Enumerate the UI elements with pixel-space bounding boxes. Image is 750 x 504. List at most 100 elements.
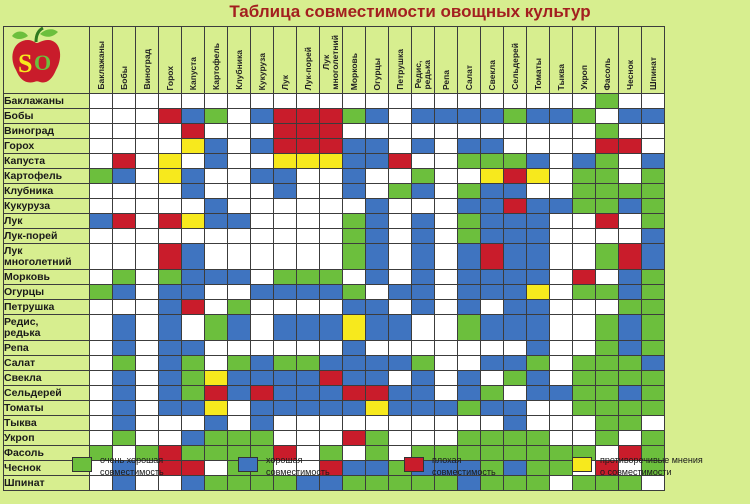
compatibility-cell xyxy=(273,153,297,169)
column-header: Огурцы xyxy=(365,26,389,94)
compatibility-cell xyxy=(641,93,665,109)
compatibility-cell xyxy=(411,108,435,124)
compatibility-cell xyxy=(572,314,596,341)
compatibility-cell xyxy=(227,108,251,124)
compatibility-cell xyxy=(641,123,665,139)
compatibility-cell xyxy=(89,314,113,341)
compatibility-cell xyxy=(457,400,481,416)
compatibility-cell xyxy=(595,299,619,315)
compatibility-cell xyxy=(273,284,297,300)
compatibility-cell xyxy=(227,138,251,154)
legend-swatch-very-good xyxy=(72,457,92,472)
compatibility-cell xyxy=(434,168,458,184)
compatibility-cell xyxy=(503,400,527,416)
compatibility-cell xyxy=(411,415,435,431)
compatibility-cell xyxy=(365,460,389,476)
compatibility-cell xyxy=(273,385,297,401)
row-header-label: Салат xyxy=(3,355,90,371)
compatibility-cell xyxy=(296,138,320,154)
compatibility-cell xyxy=(112,385,136,401)
compatibility-cell xyxy=(641,385,665,401)
compatibility-cell xyxy=(503,299,527,315)
compatibility-cell xyxy=(388,385,412,401)
compatibility-cell xyxy=(641,228,665,244)
compatibility-cell xyxy=(549,314,573,341)
column-header-label: Салат xyxy=(463,64,474,90)
table-corner xyxy=(3,26,90,94)
compatibility-cell xyxy=(89,385,113,401)
compatibility-cell xyxy=(434,198,458,214)
compatibility-cell xyxy=(572,138,596,154)
compatibility-cell xyxy=(135,108,159,124)
compatibility-cell xyxy=(319,385,343,401)
compatibility-cell xyxy=(549,385,573,401)
column-header: Свекла xyxy=(480,26,504,94)
column-header-label: Виноград xyxy=(141,49,152,90)
compatibility-cell xyxy=(181,153,205,169)
compatibility-cell xyxy=(572,123,596,139)
compatibility-cell xyxy=(250,138,274,154)
compatibility-cell xyxy=(365,314,389,341)
compatibility-cell xyxy=(273,123,297,139)
compatibility-cell xyxy=(411,284,435,300)
compatibility-cell xyxy=(411,370,435,386)
compatibility-cell xyxy=(135,370,159,386)
compatibility-cell xyxy=(89,183,113,199)
compatibility-cell xyxy=(135,123,159,139)
compatibility-cell xyxy=(342,198,366,214)
compatibility-cell xyxy=(595,138,619,154)
compatibility-cell xyxy=(250,400,274,416)
row-header-label: Томаты xyxy=(3,400,90,416)
compatibility-cell xyxy=(158,138,182,154)
compatibility-cell xyxy=(158,228,182,244)
compatibility-cell xyxy=(526,385,550,401)
compatibility-cell xyxy=(618,415,642,431)
table-row: Шпинат xyxy=(3,475,665,491)
compatibility-cell xyxy=(296,340,320,356)
compatibility-cell xyxy=(158,213,182,229)
compatibility-cell xyxy=(158,430,182,446)
column-header-label: Лук многолетний xyxy=(321,35,340,90)
compatibility-cell xyxy=(503,198,527,214)
compatibility-cell xyxy=(227,243,251,270)
compatibility-cell xyxy=(572,198,596,214)
compatibility-cell xyxy=(112,213,136,229)
compatibility-cell xyxy=(89,93,113,109)
compatibility-cell xyxy=(434,430,458,446)
compatibility-cell xyxy=(595,430,619,446)
compatibility-cell xyxy=(158,153,182,169)
table-row: Репа xyxy=(3,340,665,356)
compatibility-cell xyxy=(319,400,343,416)
compatibility-cell xyxy=(434,108,458,124)
compatibility-cell xyxy=(526,198,550,214)
compatibility-cell xyxy=(181,355,205,371)
compatibility-cell xyxy=(526,400,550,416)
compatibility-cell xyxy=(204,269,228,285)
compatibility-cell xyxy=(342,108,366,124)
compatibility-cell xyxy=(158,355,182,371)
compatibility-cell xyxy=(227,93,251,109)
compatibility-cell xyxy=(572,269,596,285)
compatibility-cell xyxy=(181,340,205,356)
compatibility-cell xyxy=(457,269,481,285)
compatibility-cell xyxy=(480,370,504,386)
compatibility-cell xyxy=(411,123,435,139)
compatibility-cell xyxy=(457,284,481,300)
compatibility-cell xyxy=(89,370,113,386)
compatibility-cell xyxy=(89,430,113,446)
compatibility-cell xyxy=(549,284,573,300)
column-header-label: Огурцы xyxy=(371,57,382,90)
compatibility-cell xyxy=(112,370,136,386)
compatibility-cell xyxy=(273,138,297,154)
compatibility-cell xyxy=(319,284,343,300)
compatibility-cell xyxy=(250,213,274,229)
column-header-label: Шпинат xyxy=(647,57,658,90)
row-header-label: Фасоль xyxy=(3,445,90,461)
compatibility-cell xyxy=(181,415,205,431)
compatibility-cell xyxy=(227,213,251,229)
compatibility-cell xyxy=(112,284,136,300)
compatibility-cell xyxy=(342,299,366,315)
compatibility-cell xyxy=(89,284,113,300)
column-header: Сельдерей xyxy=(503,26,527,94)
compatibility-cell xyxy=(296,385,320,401)
